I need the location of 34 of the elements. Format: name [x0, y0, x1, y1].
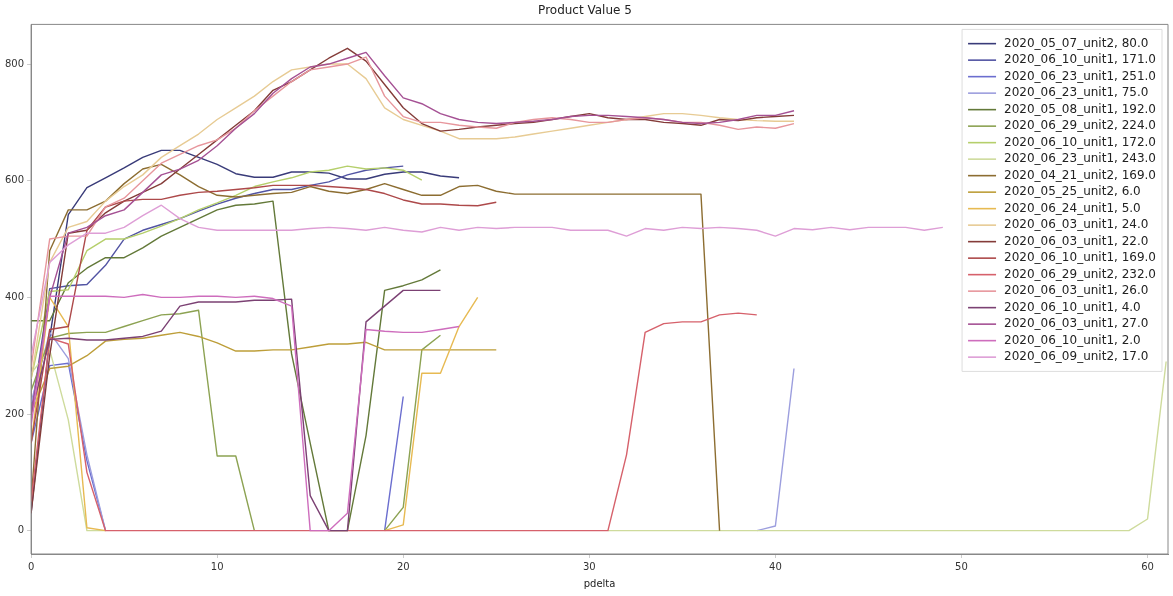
legend-label: 2020_05_07_unit2, 80.0	[1004, 35, 1149, 50]
x-tick-label: 60	[1141, 560, 1154, 572]
legend-label: 2020_06_23_unit1, 251.0	[1004, 68, 1157, 83]
y-tick-label: 400	[4, 290, 25, 302]
y-tick-label: 800	[4, 57, 25, 69]
legend-label: 2020_06_23_unit1, 243.0	[1004, 151, 1157, 166]
legend-label: 2020_06_03_unit1, 22.0	[1004, 233, 1149, 248]
x-axis-title: pdelta	[583, 577, 616, 589]
x-tick-label: 50	[955, 560, 968, 572]
chart-title: Product Value 5	[538, 3, 632, 18]
x-tick-label: 20	[396, 560, 410, 572]
y-tick-label: 600	[4, 174, 25, 186]
legend-label: 2020_06_23_unit1, 75.0	[1004, 85, 1149, 100]
y-tick-label: 0	[17, 524, 25, 536]
legend-label: 2020_05_25_unit2, 6.0	[1004, 184, 1141, 199]
x-tick-label: 40	[769, 560, 782, 572]
x-tick-label: 30	[582, 560, 596, 572]
legend-label: 2020_06_03_unit1, 24.0	[1004, 217, 1149, 232]
legend-label: 2020_06_03_unit1, 27.0	[1004, 316, 1149, 331]
legend-label: 2020_05_08_unit1, 192.0	[1004, 101, 1157, 116]
legend-label: 2020_06_29_unit2, 224.0	[1004, 118, 1157, 133]
legend-label: 2020_06_10_unit1, 171.0	[1004, 52, 1157, 67]
legend-label: 2020_06_10_unit1, 169.0	[1004, 250, 1157, 265]
y-tick-label: 200	[4, 407, 25, 419]
legend-label: 2020_04_21_unit2, 169.0	[1004, 167, 1157, 182]
x-tick-label: 10	[210, 560, 224, 572]
x-tick-label: 0	[27, 560, 35, 572]
legend-label: 2020_06_03_unit1, 26.0	[1004, 283, 1149, 298]
legend-label: 2020_06_09_unit2, 17.0	[1004, 349, 1149, 364]
legend-label: 2020_06_10_unit1, 4.0	[1004, 299, 1141, 314]
legend-label: 2020_06_10_unit1, 172.0	[1004, 134, 1157, 149]
legend-label: 2020_06_29_unit2, 232.0	[1004, 266, 1157, 281]
legend-label: 2020_06_24_unit1, 5.0	[1004, 200, 1141, 215]
legend-label: 2020_06_10_unit1, 2.0	[1004, 332, 1141, 347]
